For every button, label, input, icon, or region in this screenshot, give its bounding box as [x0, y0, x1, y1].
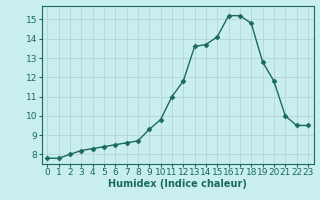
X-axis label: Humidex (Indice chaleur): Humidex (Indice chaleur) [108, 179, 247, 189]
